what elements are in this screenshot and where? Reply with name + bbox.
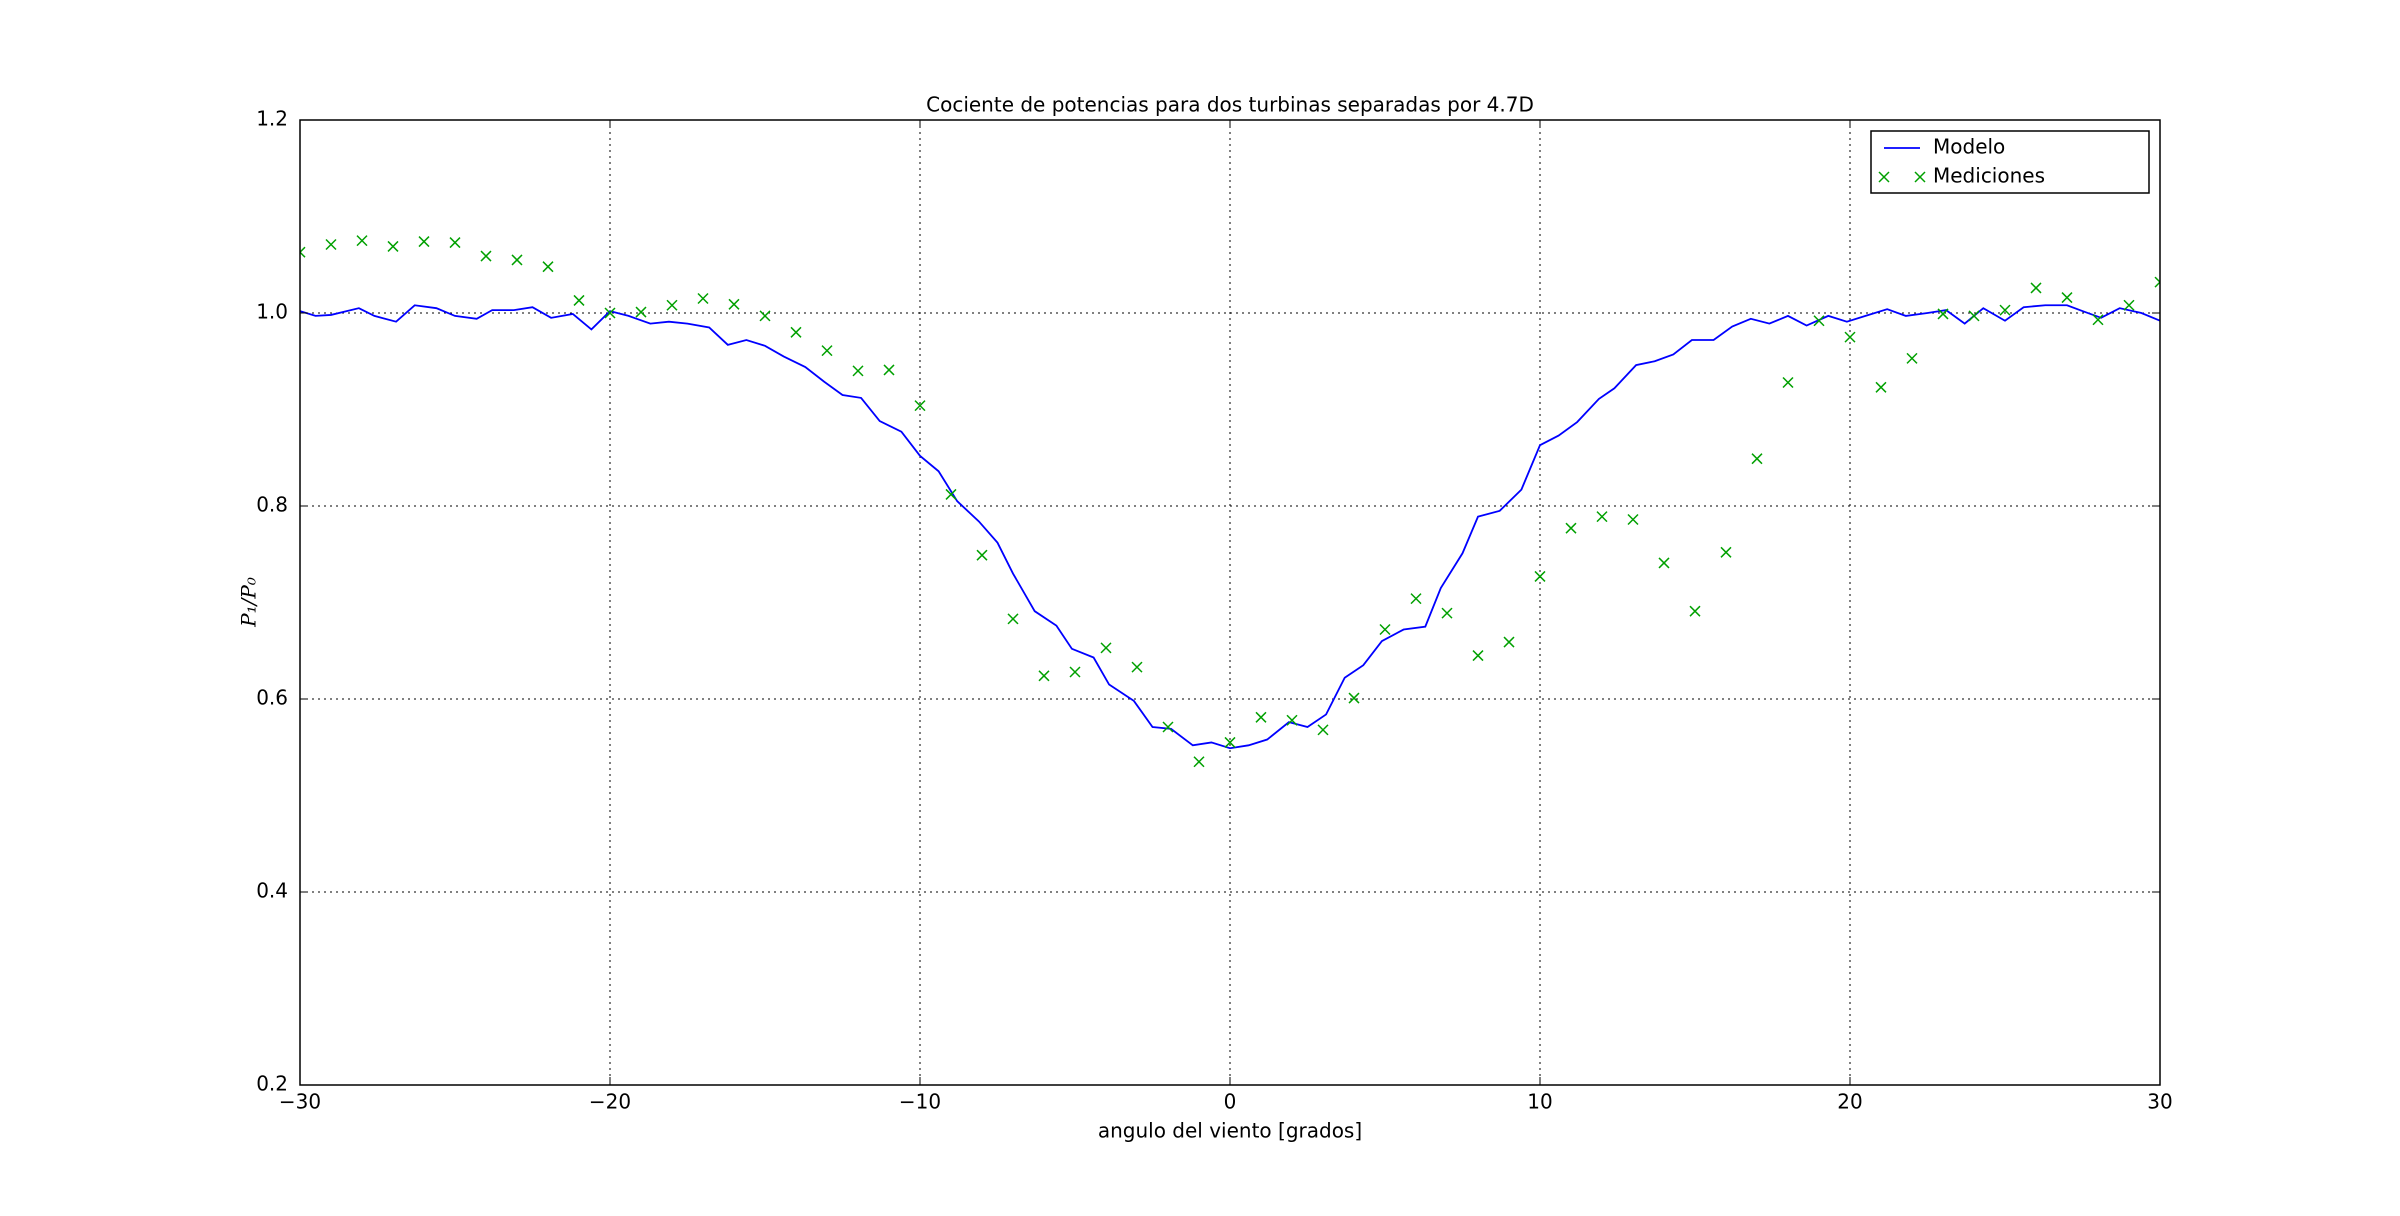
- measurement-marker: [945, 488, 957, 500]
- measurement-marker: [821, 345, 833, 357]
- measurement-marker: [914, 400, 926, 412]
- measurement-marker: [2061, 292, 2073, 304]
- measurement-marker: [1503, 636, 1515, 648]
- measurement-marker: [1658, 557, 1670, 569]
- measurement-marker: [1100, 642, 1112, 654]
- plot-area: [300, 235, 2160, 768]
- y-tick-label: 0.6: [256, 686, 288, 710]
- measurement-marker: [976, 549, 988, 561]
- measurement-marker: [1193, 756, 1205, 768]
- legend: Modelo Mediciones: [1870, 130, 2150, 194]
- measurement-marker: [883, 364, 895, 376]
- measurement-marker: [1751, 453, 1763, 465]
- measurement-marker: [325, 238, 337, 251]
- measurement-marker: [1038, 670, 1050, 682]
- measurement-marker: [1069, 666, 1081, 678]
- axes: −30 −20 −10 0 10 20 30 0.2 0.4 0.6 0.8 1.0 1.2: [256, 107, 2173, 1114]
- measurement-marker: [790, 326, 802, 338]
- y-tick-label: 0.2: [256, 1072, 288, 1096]
- x-tick-label: 0: [1224, 1090, 1237, 1114]
- measurement-marker: [480, 250, 492, 262]
- measurement-marker: [1286, 714, 1298, 726]
- measurement-marker: [1131, 661, 1143, 673]
- measurement-marker: [449, 237, 461, 249]
- plot-frame: [299, 119, 2161, 1086]
- y-axis-label: P₁/P₀: [237, 577, 261, 628]
- measurement-marker: [1224, 736, 1236, 748]
- x-tick-label: 20: [1837, 1090, 1862, 1114]
- measurement-marker: [1379, 623, 1391, 636]
- measurement-marker: [387, 240, 399, 252]
- measurement-marker: [1410, 593, 1422, 605]
- measurement-marker: [1813, 315, 1825, 327]
- measurement-marker: [418, 236, 430, 248]
- measurement-marker: [542, 261, 554, 273]
- legend-label: Modelo: [1933, 135, 2005, 159]
- measurement-marker: [511, 254, 523, 266]
- measurement-marker: [697, 292, 709, 305]
- measurement-marker: [1875, 381, 1887, 393]
- measurement-marker: [1999, 304, 2011, 316]
- measurement-marker: [1565, 522, 1577, 534]
- measurement-marker: [1627, 513, 1639, 526]
- measurement-marker: [1782, 376, 1794, 389]
- measurement-marker: [1472, 650, 1484, 662]
- legend-box: [1870, 130, 2150, 194]
- y-tick-label: 0.4: [256, 879, 288, 903]
- y-tick-label: 0.8: [256, 493, 288, 517]
- measurement-marker: [852, 365, 864, 377]
- chart-title: Cociente de potencias para dos turbinas …: [926, 93, 1534, 117]
- x-tick-label: 30: [2147, 1090, 2172, 1114]
- measurement-marker: [1441, 607, 1453, 619]
- measurement-marker: [2030, 282, 2042, 294]
- x-tick-label: −20: [589, 1090, 631, 1114]
- measurement-marker: [1348, 692, 1360, 704]
- model-line: [300, 304, 2160, 750]
- measurement-marker: [2154, 276, 2160, 288]
- measurement-marker: [2092, 314, 2104, 326]
- measurement-marker: [300, 246, 306, 258]
- measurement-marker: [1937, 308, 1949, 320]
- x-tick-label: −30: [279, 1090, 321, 1114]
- legend-label: Mediciones: [1933, 164, 2045, 188]
- x-tick-label: −10: [899, 1090, 941, 1114]
- x-axis-label: angulo del viento [grados]: [1098, 1119, 1362, 1143]
- x-tick-label: 10: [1527, 1090, 1552, 1114]
- measurement-marker: [356, 235, 368, 247]
- legend-swatch: [1878, 171, 1890, 183]
- measurement-marker: [1255, 711, 1267, 723]
- y-tick-label: 1.0: [256, 300, 288, 324]
- measurement-marker: [573, 294, 585, 306]
- measurement-marker: [635, 306, 647, 318]
- legend-swatch: [1914, 171, 1926, 183]
- measurement-marker: [1844, 331, 1856, 343]
- measurement-marker: [1007, 613, 1019, 625]
- measurement-marker: [1534, 570, 1546, 582]
- measurement-marker: [1968, 310, 1980, 322]
- measurement-marker: [2123, 299, 2135, 311]
- y-tick-label: 1.2: [256, 107, 288, 131]
- measurement-marker: [1162, 721, 1174, 733]
- measurement-marker: [728, 298, 740, 310]
- measurement-marker: [1720, 546, 1732, 558]
- measurement-marker: [1317, 724, 1329, 736]
- measurement-marker: [1596, 511, 1608, 523]
- measurement-marker: [759, 310, 771, 322]
- measurement-marker: [1906, 352, 1918, 364]
- measurement-marker: [666, 299, 678, 311]
- measurement-marker: [1689, 605, 1701, 617]
- measurement-marker: [604, 307, 616, 319]
